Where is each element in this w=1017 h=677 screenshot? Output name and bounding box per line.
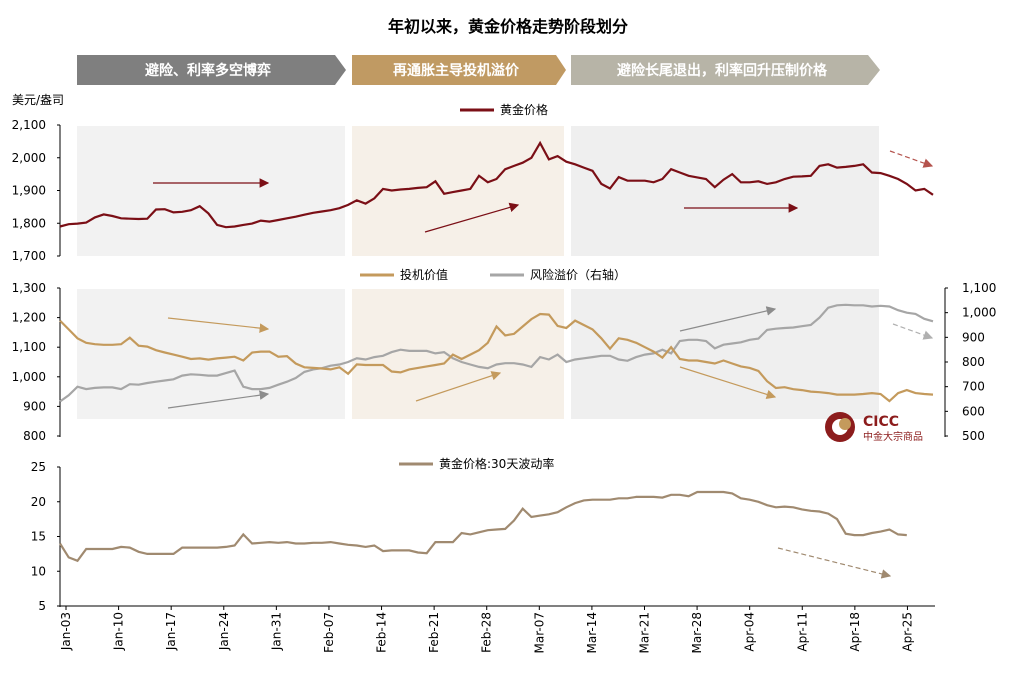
phase1-shade [77, 126, 345, 256]
x-tick-label: Jan-03 [59, 612, 73, 651]
panel2-legend-label-risk: 风险溢价（右轴） [530, 267, 626, 282]
panel2-y-tick-label: 1,000 [12, 370, 46, 384]
panel1-y-tick-label: 1,800 [12, 216, 46, 230]
x-tick-label: Jan-10 [112, 612, 126, 651]
trend-arrow-7 [415, 371, 502, 402]
spec-value-line [59, 312, 934, 403]
cicc-logo: CICC 中金大宗商品 [825, 412, 923, 443]
x-tick-label: Feb-28 [480, 612, 494, 653]
logo-name: CICC [863, 414, 899, 430]
gold-price-panel: 美元/盎司 1,700 1,800 1,900 2,000 2,100 黄金价格 [12, 93, 934, 263]
x-tick-label: Apr-04 [743, 612, 757, 652]
panel2-y-tick-label: 1,200 [12, 311, 46, 325]
phase-banners: 避险、利率多空博弈 再通胀主导投机溢价 避险长尾退出，利率回升压制价格 [77, 55, 880, 85]
panel2-y2-tick-label: 500 [962, 429, 985, 443]
volatility-panel: 5 10 15 20 25 黄金价格:30天波动率 Jan-03 Jan-10 Jan-17… [31, 456, 935, 653]
panel2-y-tick-label: 900 [23, 399, 46, 413]
panel1-legend-label: 黄金价格 [500, 102, 548, 117]
x-tick-label: Feb-14 [375, 612, 389, 653]
panel1-y-tick-label: 1,900 [12, 184, 46, 198]
figure-title: 年初以来，黄金价格走势阶段划分 [388, 17, 628, 36]
phase-banner-2-label: 再通胀主导投机溢价 [393, 62, 520, 79]
x-tick-label: Apr-25 [900, 612, 914, 652]
panel1-y-tick-label: 2,100 [12, 118, 46, 132]
panel2-y2-tick-label: 1,000 [962, 306, 996, 320]
panel2-y2-tick-label: 1,100 [962, 281, 996, 295]
panel2-legend-label-spec: 投机价值 [400, 267, 448, 282]
trend-arrow-9 [679, 366, 777, 400]
phase-banner-1-label: 避险、利率多空博弈 [145, 62, 271, 79]
x-tick-label: Feb-07 [322, 612, 336, 653]
panel3-legend-label: 黄金价格:30天波动率 [439, 456, 554, 471]
x-tick-label: Feb-21 [427, 612, 441, 653]
panel1-y-tick-label: 2,000 [12, 151, 46, 165]
x-tick-label: Jan-17 [164, 612, 178, 651]
trend-arrow-4 [889, 150, 934, 168]
panel2-y2-tick-label: 600 [962, 404, 985, 418]
x-tick-label: Jan-31 [269, 612, 283, 651]
panel2-y2-tick-label: 700 [962, 380, 985, 394]
trend-arrow-10 [892, 323, 934, 340]
phase3-shade-2 [571, 289, 879, 419]
panel3-y-tick-label: 10 [31, 564, 46, 578]
phase2-shade-2 [352, 289, 564, 419]
x-tick-label: Apr-18 [848, 612, 862, 652]
risk-premium-line [59, 303, 934, 403]
panel1-y-tick-label: 1,700 [12, 249, 46, 263]
trend-arrow-11 [777, 547, 892, 579]
panel3-y-tick-label: 20 [31, 495, 46, 509]
x-tick-label: Mar-14 [585, 612, 599, 653]
x-tick-label: Jan-24 [217, 612, 231, 651]
spec-risk-panel: 800 900 1,000 1,100 1,200 1,300 500 600 700 800 9… [12, 267, 997, 443]
phase1-shade-2 [77, 289, 345, 419]
x-tick-label: Mar-07 [532, 612, 546, 653]
phase-banner-2 [352, 55, 566, 85]
phase-banner-3 [571, 55, 880, 85]
gold-price-line [59, 140, 934, 229]
panel2-y2-tick-label: 800 [962, 355, 985, 369]
trend-arrow-5 [167, 317, 270, 333]
volatility-line [59, 490, 907, 563]
x-tick-label: Mar-21 [637, 612, 651, 653]
panel3-y-tick-label: 15 [31, 530, 46, 544]
panel2-y-tick-label: 1,100 [12, 340, 46, 354]
panel2-y-tick-label: 1,300 [12, 281, 46, 295]
phase-banner-3-label: 避险长尾退出，利率回升压制价格 [617, 62, 828, 79]
phase-banner-1 [77, 55, 346, 85]
trend-arrow-6 [167, 390, 270, 409]
trend-arrow-8 [679, 306, 777, 332]
x-tick-label: Apr-11 [795, 612, 809, 652]
panel1-ylabel: 美元/盎司 [12, 93, 64, 107]
logo-subtitle: 中金大宗商品 [863, 430, 923, 443]
panel2-y2-tick-label: 900 [962, 330, 985, 344]
trend-arrow-2 [424, 202, 520, 233]
panel3-y-tick-label: 5 [38, 599, 46, 613]
panel3-y-tick-label: 25 [31, 460, 46, 474]
phase3-shade [571, 126, 879, 256]
x-tick-label: Mar-28 [690, 612, 704, 653]
panel2-y-tick-label: 800 [23, 429, 46, 443]
